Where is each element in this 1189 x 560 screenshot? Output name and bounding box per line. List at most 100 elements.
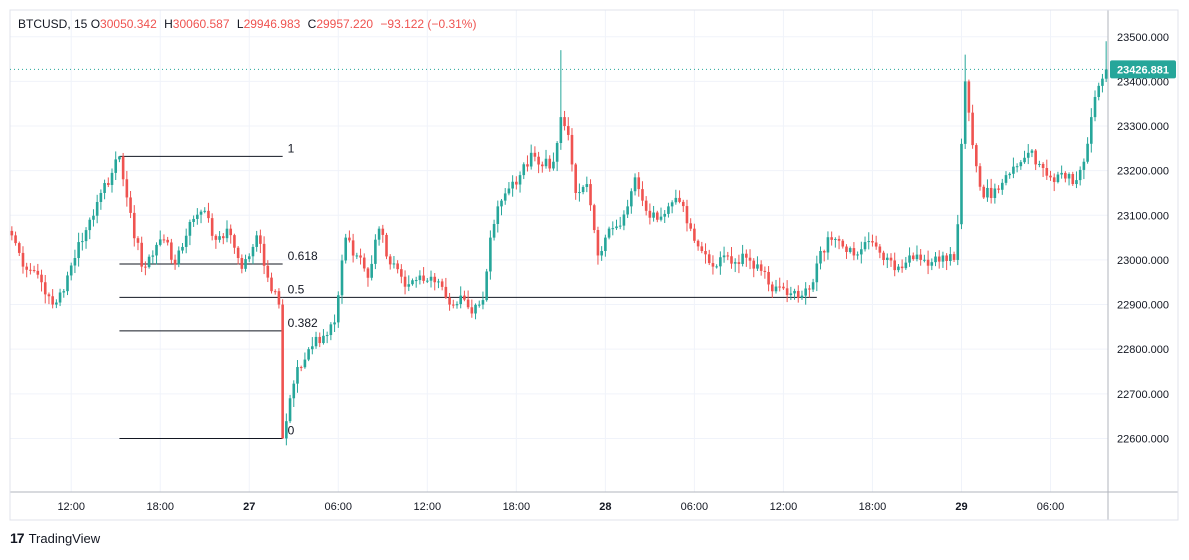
- candle-body: [418, 275, 422, 281]
- candle: [1052, 173, 1056, 192]
- candle-body: [173, 259, 177, 265]
- candle: [199, 209, 203, 224]
- candle: [563, 110, 566, 131]
- candle: [1097, 82, 1101, 101]
- candle: [834, 237, 837, 248]
- candle-body: [511, 181, 514, 189]
- candle: [860, 241, 863, 264]
- candle-body: [745, 253, 748, 258]
- candle: [1067, 172, 1071, 186]
- candle: [377, 226, 381, 246]
- candle: [58, 288, 62, 307]
- candle: [618, 216, 622, 230]
- candle: [693, 223, 696, 244]
- candle-body: [696, 240, 700, 247]
- candle-body: [344, 237, 348, 261]
- candle: [871, 234, 874, 247]
- candle-body: [1004, 175, 1008, 183]
- candle-body: [259, 235, 262, 244]
- candle: [993, 183, 997, 204]
- candle-body: [889, 257, 893, 261]
- candle: [207, 202, 210, 223]
- candle: [422, 267, 425, 284]
- candle: [897, 263, 900, 273]
- candle: [314, 331, 318, 349]
- candle-body: [88, 219, 92, 231]
- candle-body: [1019, 162, 1023, 167]
- candle-body: [374, 239, 377, 264]
- candle: [555, 141, 559, 172]
- candle: [426, 278, 429, 284]
- candle: [259, 229, 262, 254]
- candle-body: [1101, 78, 1104, 86]
- candle-body: [251, 246, 255, 257]
- candle-body: [221, 236, 225, 239]
- candle: [700, 241, 704, 254]
- legend-symbol: BTCUSD, 15: [18, 17, 88, 31]
- candle-body: [656, 212, 659, 220]
- axes: 22600.000 22700.000 22800.000 22900.000 2300…: [9, 9, 1179, 521]
- candle: [774, 279, 778, 294]
- candle: [1038, 160, 1041, 168]
- candle-body: [960, 143, 963, 225]
- candle-body: [737, 262, 741, 264]
- candle-body: [400, 269, 403, 277]
- candle: [963, 54, 967, 149]
- candle: [707, 249, 711, 266]
- chart-border: [9, 9, 1179, 521]
- candle: [418, 270, 422, 285]
- candle-body: [466, 299, 470, 308]
- legend-high-value: 30060.587: [172, 17, 230, 31]
- fibonacci-retracement[interactable]: 1 0.618 0.5 0.382 0: [119, 141, 817, 439]
- candle: [481, 291, 485, 310]
- candle-body: [492, 223, 496, 238]
- candle: [1056, 171, 1060, 184]
- candle-body: [192, 218, 195, 222]
- candle-body: [1093, 96, 1097, 118]
- candle: [188, 219, 192, 246]
- candle-body: [162, 239, 166, 241]
- candle-body: [741, 253, 744, 264]
- candle: [652, 205, 655, 222]
- candle-body: [411, 280, 414, 285]
- candle-body: [500, 200, 503, 207]
- candle-body: [919, 254, 922, 260]
- grid-layer: [10, 10, 1108, 492]
- brand-name: TradingView: [28, 530, 101, 546]
- candle-body: [915, 254, 919, 260]
- candle: [811, 278, 815, 292]
- candle-body: [885, 257, 889, 260]
- y-tick-label: 22800.000: [1117, 344, 1169, 356]
- candles[interactable]: [10, 41, 1108, 446]
- candle-body: [841, 240, 845, 247]
- candle-body: [611, 228, 615, 230]
- candle-body: [66, 275, 69, 292]
- candle-body: [874, 242, 878, 247]
- candle-body: [1045, 168, 1049, 176]
- candle-body: [322, 335, 325, 344]
- candle: [819, 246, 822, 270]
- candle: [785, 280, 789, 303]
- tradingview-brand[interactable]: 17 TradingView: [10, 530, 100, 546]
- candle-body: [871, 241, 874, 243]
- candle: [544, 149, 548, 169]
- candle: [800, 290, 804, 300]
- candle-body: [132, 212, 136, 239]
- candle: [110, 168, 114, 193]
- candle-body: [848, 248, 852, 252]
- fib-level-label: 0.5: [288, 282, 305, 296]
- candle: [62, 289, 66, 298]
- candle-body: [196, 214, 199, 219]
- candle-body: [1049, 175, 1052, 178]
- candle: [292, 380, 296, 407]
- y-tick-label: 23100.000: [1117, 210, 1169, 222]
- candle: [400, 264, 403, 284]
- candle-body: [559, 117, 563, 144]
- candle-body: [325, 335, 329, 337]
- candle-body: [900, 266, 904, 269]
- candle: [770, 281, 774, 298]
- candle-body: [552, 161, 555, 169]
- candle-body: [1012, 166, 1015, 174]
